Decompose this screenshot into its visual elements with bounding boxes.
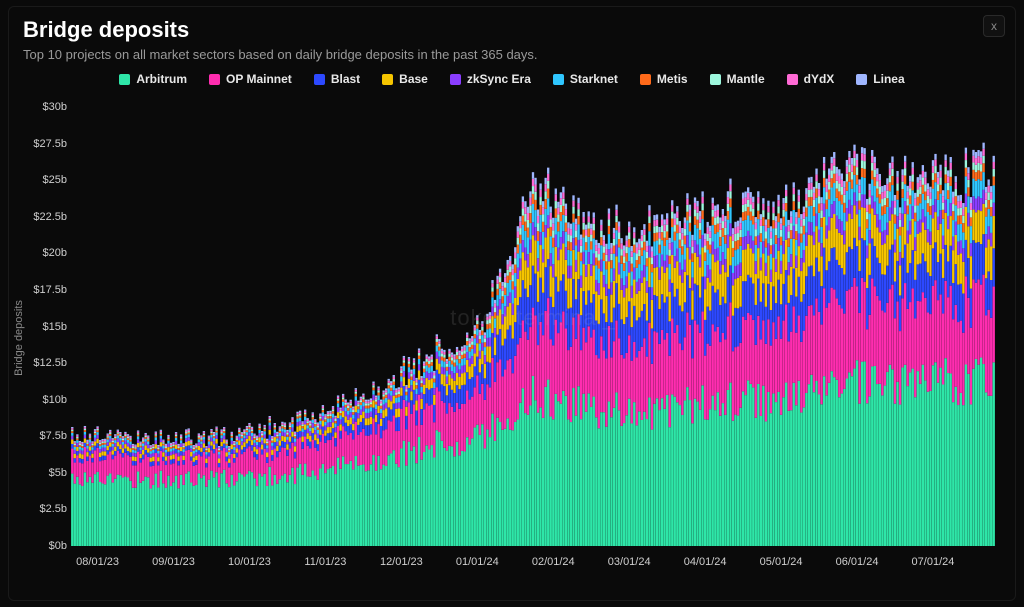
x-tick-label: 12/01/23 [380,556,423,568]
legend-swatch [450,74,461,85]
x-tick-label: 11/01/23 [304,556,346,568]
y-tick-label: $12.5b [23,357,67,369]
y-tick-label: $0b [23,540,67,552]
close-button[interactable]: x [983,15,1005,37]
legend-swatch [382,74,393,85]
legend-label: OP Mainnet [226,72,292,86]
y-tick-label: $30b [23,101,67,113]
x-tick-label: 02/01/24 [532,556,575,568]
legend-item[interactable]: Linea [856,72,904,86]
y-tick-label: $17.5b [23,284,67,296]
x-tick-label: 09/01/23 [152,556,195,568]
legend-item[interactable]: Blast [314,72,360,86]
plot-area: Bridge deposits token terminal_ $0b$2.5b… [23,103,1001,572]
legend-item[interactable]: OP Mainnet [209,72,292,86]
legend-item[interactable]: Metis [640,72,688,86]
legend-item[interactable]: Base [382,72,428,86]
y-tick-label: $15b [23,321,67,333]
stacked-bar-chart [71,107,995,546]
chart-legend: Arbitrum OP Mainnet Blast Base zkSync Era Sta… [23,72,1001,86]
legend-label: Arbitrum [136,72,187,86]
legend-swatch [553,74,564,85]
y-tick-label: $7.5b [23,430,67,442]
legend-label: Base [399,72,428,86]
legend-item[interactable]: dYdX [787,72,835,86]
x-tick-label: 08/01/23 [76,556,119,568]
y-tick-label: $27.5b [23,138,67,150]
legend-swatch [119,74,130,85]
legend-swatch [640,74,651,85]
x-tick-label: 10/01/23 [228,556,271,568]
x-tick-label: 03/01/24 [608,556,651,568]
page-subtitle: Top 10 projects on all market sectors ba… [23,47,1001,62]
legend-label: dYdX [804,72,835,86]
x-tick-label: 05/01/24 [760,556,803,568]
legend-swatch [710,74,721,85]
y-tick-label: $10b [23,394,67,406]
legend-item[interactable]: Mantle [710,72,765,86]
x-tick-label: 07/01/24 [912,556,955,568]
legend-swatch [787,74,798,85]
legend-item[interactable]: Arbitrum [119,72,187,86]
chart-panel: x Bridge deposits Top 10 projects on all… [8,6,1016,601]
chart-plot: token terminal_ $0b$2.5b$5b$7.5b$10b$12.… [71,107,995,546]
legend-swatch [314,74,325,85]
y-tick-label: $25b [23,174,67,186]
legend-swatch [856,74,867,85]
x-tick-label: 06/01/24 [836,556,879,568]
legend-swatch [209,74,220,85]
legend-label: Linea [873,72,904,86]
y-tick-label: $20b [23,247,67,259]
y-tick-label: $5b [23,467,67,479]
legend-item[interactable]: Starknet [553,72,618,86]
legend-label: Blast [331,72,360,86]
legend-label: Metis [657,72,688,86]
x-tick-label: 04/01/24 [684,556,727,568]
y-tick-label: $2.5b [23,503,67,515]
legend-item[interactable]: zkSync Era [450,72,531,86]
legend-label: Starknet [570,72,618,86]
page-title: Bridge deposits [23,17,1001,43]
legend-label: Mantle [727,72,765,86]
x-tick-label: 01/01/24 [456,556,499,568]
y-tick-label: $22.5b [23,211,67,223]
legend-label: zkSync Era [467,72,531,86]
